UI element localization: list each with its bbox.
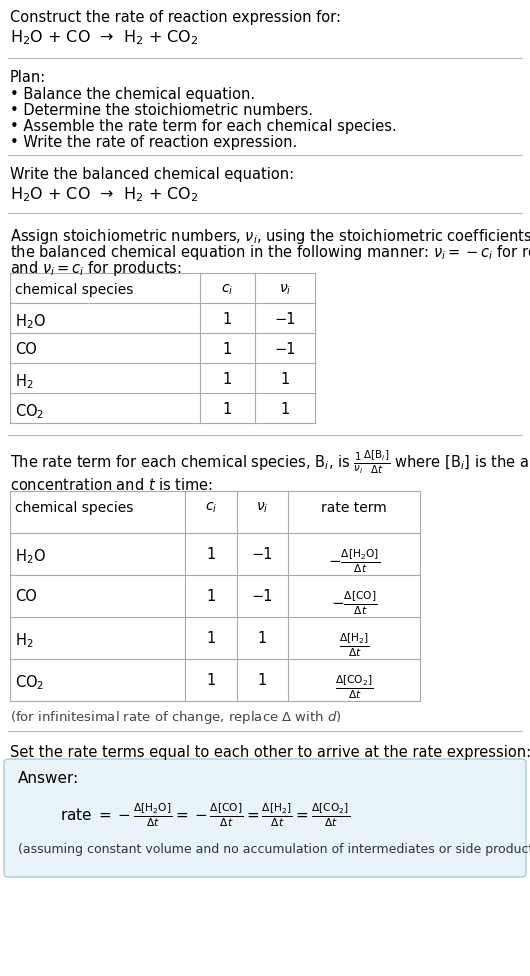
Text: CO$_2$: CO$_2$ bbox=[15, 673, 45, 692]
Text: CO$_2$: CO$_2$ bbox=[15, 402, 45, 421]
Text: Assign stoichiometric numbers, $\nu_i$, using the stoichiometric coefficients, $: Assign stoichiometric numbers, $\nu_i$, … bbox=[10, 227, 530, 246]
Text: 1: 1 bbox=[223, 372, 232, 387]
Text: $\nu_i$: $\nu_i$ bbox=[279, 283, 291, 298]
Text: • Write the rate of reaction expression.: • Write the rate of reaction expression. bbox=[10, 135, 297, 150]
Text: $\frac{\Delta[\mathrm{H_2}]}{\Delta t}$: $\frac{\Delta[\mathrm{H_2}]}{\Delta t}$ bbox=[339, 631, 369, 659]
Text: rate term: rate term bbox=[321, 501, 387, 515]
Text: Answer:: Answer: bbox=[18, 771, 80, 786]
Text: (for infinitesimal rate of change, replace Δ with $d$): (for infinitesimal rate of change, repla… bbox=[10, 709, 342, 726]
Text: the balanced chemical equation in the following manner: $\nu_i = -c_i$ for react: the balanced chemical equation in the fo… bbox=[10, 243, 530, 262]
Text: and $\nu_i = c_i$ for products:: and $\nu_i = c_i$ for products: bbox=[10, 259, 182, 278]
Text: Construct the rate of reaction expression for:: Construct the rate of reaction expressio… bbox=[10, 10, 341, 25]
Text: 1: 1 bbox=[280, 372, 289, 387]
Text: H$_2$O: H$_2$O bbox=[15, 312, 46, 331]
Text: Plan:: Plan: bbox=[10, 70, 46, 85]
Text: Set the rate terms equal to each other to arrive at the rate expression:: Set the rate terms equal to each other t… bbox=[10, 745, 530, 760]
Text: The rate term for each chemical species, B$_i$, is $\frac{1}{\nu_i}\frac{\Delta[: The rate term for each chemical species,… bbox=[10, 449, 530, 476]
Text: rate $= -\frac{\Delta[\mathrm{H_2O}]}{\Delta t} = -\frac{\Delta[\mathrm{CO}]}{\D: rate $= -\frac{\Delta[\mathrm{H_2O}]}{\D… bbox=[60, 801, 350, 829]
Text: Write the balanced chemical equation:: Write the balanced chemical equation: bbox=[10, 167, 294, 182]
Text: 1: 1 bbox=[206, 673, 216, 688]
Text: 1: 1 bbox=[223, 312, 232, 327]
Text: 1: 1 bbox=[223, 402, 232, 417]
Text: $\frac{\Delta[\mathrm{CO_2}]}{\Delta t}$: $\frac{\Delta[\mathrm{CO_2}]}{\Delta t}$ bbox=[334, 673, 373, 701]
Text: $c_i$: $c_i$ bbox=[222, 283, 234, 298]
Text: • Determine the stoichiometric numbers.: • Determine the stoichiometric numbers. bbox=[10, 103, 313, 118]
Text: $\nu_i$: $\nu_i$ bbox=[257, 501, 269, 515]
Text: $-\frac{\Delta[\mathrm{CO}]}{\Delta t}$: $-\frac{\Delta[\mathrm{CO}]}{\Delta t}$ bbox=[331, 589, 377, 617]
Text: CO: CO bbox=[15, 342, 37, 357]
Text: −1: −1 bbox=[274, 342, 296, 357]
Text: (assuming constant volume and no accumulation of intermediates or side products): (assuming constant volume and no accumul… bbox=[18, 843, 530, 856]
Text: $c_i$: $c_i$ bbox=[205, 501, 217, 515]
Text: 1: 1 bbox=[206, 631, 216, 646]
Text: chemical species: chemical species bbox=[15, 501, 134, 515]
Text: concentration and $t$ is time:: concentration and $t$ is time: bbox=[10, 477, 213, 493]
Text: −1: −1 bbox=[274, 312, 296, 327]
Text: H$_2$O: H$_2$O bbox=[15, 547, 46, 566]
Text: H$_2$O + CO  →  H$_2$ + CO$_2$: H$_2$O + CO → H$_2$ + CO$_2$ bbox=[10, 185, 199, 204]
Text: 1: 1 bbox=[258, 631, 267, 646]
FancyBboxPatch shape bbox=[4, 759, 526, 877]
Text: 1: 1 bbox=[206, 547, 216, 562]
Text: H$_2$: H$_2$ bbox=[15, 372, 33, 390]
Text: H$_2$O + CO  →  H$_2$ + CO$_2$: H$_2$O + CO → H$_2$ + CO$_2$ bbox=[10, 28, 199, 47]
Text: 1: 1 bbox=[223, 342, 232, 357]
Text: H$_2$: H$_2$ bbox=[15, 631, 33, 650]
Text: CO: CO bbox=[15, 589, 37, 604]
Text: 1: 1 bbox=[206, 589, 216, 604]
Text: −1: −1 bbox=[252, 547, 273, 562]
Text: 1: 1 bbox=[280, 402, 289, 417]
Text: −1: −1 bbox=[252, 589, 273, 604]
Text: 1: 1 bbox=[258, 673, 267, 688]
Text: chemical species: chemical species bbox=[15, 283, 134, 297]
Text: • Assemble the rate term for each chemical species.: • Assemble the rate term for each chemic… bbox=[10, 119, 397, 134]
Text: • Balance the chemical equation.: • Balance the chemical equation. bbox=[10, 87, 255, 102]
Text: $-\frac{\Delta[\mathrm{H_2O}]}{\Delta t}$: $-\frac{\Delta[\mathrm{H_2O}]}{\Delta t}… bbox=[328, 547, 380, 575]
